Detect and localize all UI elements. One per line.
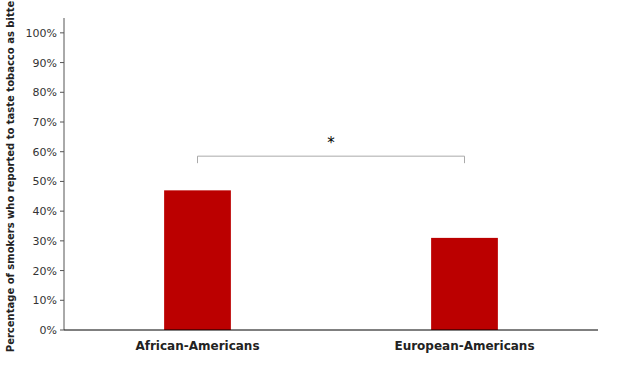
y-axis-line	[64, 18, 65, 330]
y-tick	[60, 270, 64, 271]
y-tick	[60, 151, 64, 152]
y-tick-label: 60%	[33, 146, 57, 159]
y-tick	[60, 62, 64, 63]
chart-container: 0% 10% 20% 30% 40% 50% 60% 70% 80% 90% 100% Percent…	[0, 0, 618, 370]
y-tick	[60, 300, 64, 301]
y-tick-label: 30%	[33, 235, 57, 248]
x-tick-label: African-Americans	[135, 339, 259, 353]
x-tick-label: European-Americans	[394, 339, 534, 353]
y-tick	[60, 240, 64, 241]
y-tick-label: 70%	[33, 116, 57, 129]
bar	[164, 190, 231, 330]
y-tick-label: 80%	[33, 86, 57, 99]
x-axis-line	[64, 330, 598, 331]
y-tick	[60, 181, 64, 182]
y-tick	[60, 32, 64, 33]
y-tick-label: 0%	[40, 324, 57, 337]
significance-star: *	[327, 134, 335, 152]
y-tick-label: 90%	[33, 57, 57, 70]
y-axis-label: Percentage of smokers who reported to ta…	[5, 0, 16, 352]
y-tick-label: 40%	[33, 205, 57, 218]
y-tick	[60, 122, 64, 123]
significance-bracket	[198, 156, 465, 163]
y-tick-label: 50%	[33, 175, 57, 188]
y-tick	[60, 92, 64, 93]
bars	[164, 190, 498, 330]
chart: 0% 10% 20% 30% 40% 50% 60% 70% 80% 90% 100% Percent…	[0, 0, 618, 370]
y-tick-label: 100%	[26, 27, 57, 40]
y-tick-label: 20%	[33, 265, 57, 278]
y-tick	[60, 211, 64, 212]
bar	[431, 238, 498, 330]
y-tick	[60, 330, 64, 331]
y-tick-label: 10%	[33, 294, 57, 307]
